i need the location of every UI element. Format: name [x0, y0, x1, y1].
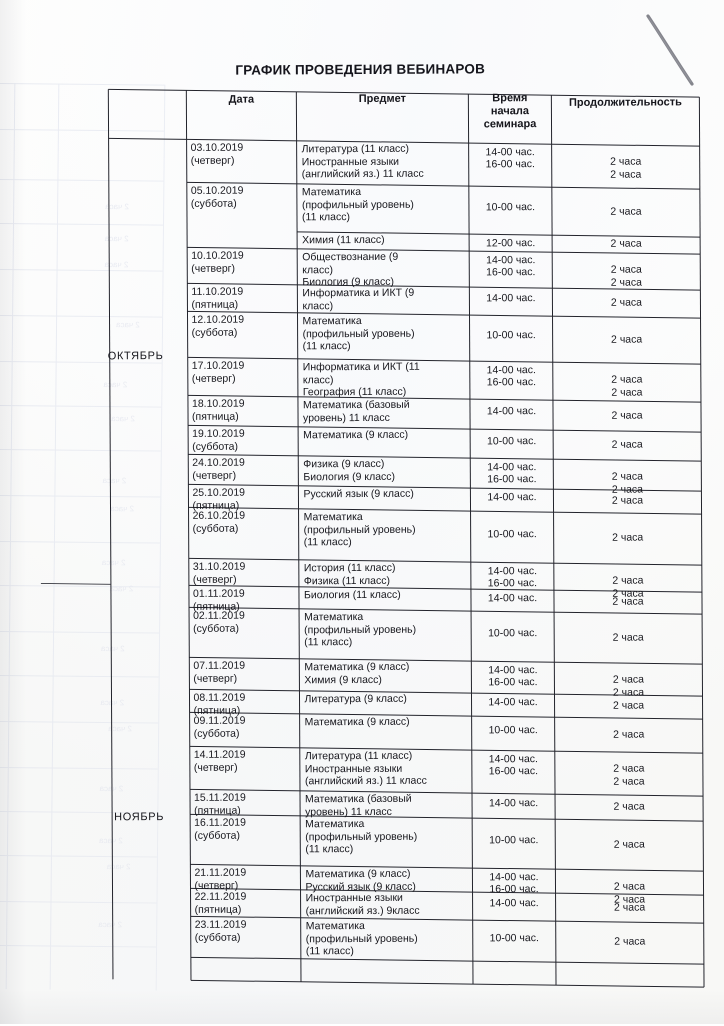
table-row-date: 14.11.2019 (четверг): [193, 749, 246, 774]
table-row-subject: Математика (профильный уровень) (11 клас…: [301, 186, 414, 224]
table-row-time: 14-00 час. 16-00 час.: [487, 564, 538, 590]
table-row-time: 14-00 час. 16-00 час.: [488, 663, 538, 689]
table-row-date: 07.11.2019 (четверг): [193, 660, 246, 685]
table-row-date: 26.10.2019 (суббота): [192, 510, 246, 535]
table-row-duration: 2 часа: [610, 296, 643, 309]
table-row-duration: 2 часа: [612, 595, 644, 608]
table-row-subject: Информатика и ИКТ (11 класс) География (…: [302, 361, 420, 399]
table-row-duration: 2 часа 2 часа: [610, 155, 642, 181]
table-row-date: 16.11.2019 (суббота): [194, 817, 246, 842]
table-row-subject: Математика (9 класс): [304, 716, 410, 729]
table-row-subject: Химия (11 класс): [302, 234, 385, 247]
table-row-time: 14-00 час. 16-00 час.: [486, 363, 537, 389]
table-row-date: 09.11.2019 (суббота): [193, 715, 246, 740]
table-row-time: 14-00 час.: [486, 292, 536, 305]
table-row-duration: 2 часа 2 часа: [611, 470, 644, 496]
table-row-time: 10-00 час.: [487, 527, 537, 541]
table-row-subject: Информатика и ИКТ (9 класс): [302, 287, 415, 313]
table-row-time: 14-00 час. 16-00 час.: [488, 752, 539, 778]
table-row-subject: Литература (11 класс) Иностранные языки …: [304, 750, 427, 788]
table-row-time: 10-00 час.: [485, 201, 536, 214]
table-row-date: 25.10.2019 (пятница): [192, 487, 246, 512]
table-row-duration: 2 часа: [610, 237, 642, 250]
table-row-time: 14-00 час.: [489, 897, 539, 910]
table-row-duration: 2 часа: [614, 935, 646, 948]
table-row-time: 14-00 час.: [487, 490, 537, 504]
table-row-time: 10-00 час.: [486, 329, 536, 342]
table-row-date: 11.10.2019 (пятница): [191, 286, 244, 311]
table-row-subject: Математика (базовый уровень) 11 класс: [305, 793, 412, 819]
table-row-duration: 2 часа: [611, 333, 643, 346]
table-row-duration: 2 часа: [613, 838, 645, 851]
table-row-date: 24.10.2019 (четверг): [192, 457, 245, 482]
table-row-duration: 2 часа 2 часа: [611, 373, 643, 399]
table-row-subject: История (11 класс) Физика (11 класс): [303, 562, 396, 588]
table-row-duration: 2 часа: [612, 531, 644, 544]
table-row-time: 14-00 час. 16-00 час.: [487, 460, 537, 486]
table-row-time: 10-00 час.: [489, 834, 539, 847]
table-row-date: 12.10.2019 (суббота): [191, 314, 245, 339]
table-row-date: 18.10.2019 (пятница): [191, 398, 245, 423]
table-row-time: 14-00 час. 16-00 час.: [485, 145, 535, 171]
table-row-date: 08.11.2019 (пятница): [193, 692, 246, 717]
table-row-time: 14-00 час.: [488, 796, 539, 809]
table-row-time: 14-00 час. 16-00 час.: [489, 870, 539, 896]
table-row-subject: Математика (9 класс): [303, 429, 409, 442]
table-row-subject: Обществознание (9 класс) Биология (9 кла…: [302, 251, 399, 289]
table-row-duration: 2 часа: [613, 800, 645, 813]
table-row-duration: 2 часа: [612, 631, 644, 644]
table-row-subject: Иностранные языки (английский яз.) 9клас…: [305, 892, 420, 918]
table-row-time: 10-00 час.: [488, 627, 538, 640]
table-row-subject: Биология (11 класс): [303, 589, 401, 602]
table-row-duration: 2 часа 2 часа: [610, 263, 642, 289]
table-row-duration: 2 часа: [613, 728, 645, 741]
table-row-duration: 2 часа 2 часа: [613, 762, 645, 788]
table-row-time: 14-00 час. 16-00 час.: [486, 253, 536, 279]
table-row-subject: Физика (9 класс) Биология (9 класс): [303, 458, 396, 484]
table-row-duration: 2 часа: [610, 205, 642, 218]
table-row-date: 22.11.2019 (пятница): [194, 891, 247, 916]
table-row-date: 05.10.2019 (суббота): [190, 185, 244, 210]
table-row-subject: Литература (11 класс) Иностранные языки …: [301, 143, 424, 181]
table-row-date: 03.10.2019 (четверг): [190, 142, 244, 167]
column-header-time: Время начала семинара: [483, 92, 537, 131]
table-row-duration: 2 часа: [611, 409, 643, 422]
table-row-subject: Литература (9 класс): [304, 693, 407, 706]
table-row-subject: Математика (профильный уровень) (11 клас…: [305, 920, 418, 958]
column-header-date: Дата: [228, 93, 255, 106]
column-header-duration: Продолжительность: [568, 96, 682, 109]
table-row-duration: 2 часа: [611, 494, 644, 507]
table-row-time: 10-00 час.: [488, 724, 538, 737]
table-row-subject: Математика (профильный уровень) (11 клас…: [304, 611, 417, 649]
table-row-subject: Математика (базовый уровень) 11 класс: [302, 399, 410, 425]
table-row-subject: Математика (9 класс) Русский язык (9 кла…: [305, 868, 416, 894]
table-row-time: 14-00 час.: [487, 591, 538, 604]
table-row-date: 15.11.2019 (пятница): [194, 792, 246, 817]
table-row-subject: Математика (профильный уровень) (11 клас…: [305, 818, 418, 856]
table-row-time: 12-00 час.: [485, 236, 536, 250]
table-row-date: 10.10.2019 (четверг): [191, 250, 244, 275]
table-row-date: 17.10.2019 (четверг): [191, 360, 245, 385]
table-row-subject: Русский язык (9 класс): [303, 488, 414, 501]
table-row-duration: 2 часа: [613, 901, 646, 914]
table-row-date: 19.10.2019 (суббота): [192, 428, 245, 453]
table-row-duration: 2 часа 2 часа: [612, 673, 645, 699]
table-row-date: 31.10.2019 (четверг): [192, 561, 246, 586]
table-row-date: 02.11.2019 (суббота): [193, 610, 245, 635]
table-row-subject: Математика (профильный уровень) (11 клас…: [303, 511, 416, 549]
table-row-duration: 2 часа: [611, 438, 643, 451]
table-row-time: 14-00 час.: [486, 405, 537, 418]
table-row-duration: 2 часа: [612, 699, 645, 712]
table-row-time: 10-00 час.: [489, 931, 539, 944]
table-row-time: 10-00 час.: [487, 434, 537, 448]
table-row-date: 21.11.2019 (четверг): [194, 867, 247, 892]
table-row-time: 14-00 час.: [488, 695, 538, 708]
table-row-subject: Математика (9 класс) Химия (9 класс): [304, 661, 410, 687]
table-row-subject: Математика (профильный уровень) (11 клас…: [302, 315, 415, 353]
column-header-subject: Предмет: [358, 92, 407, 106]
table-row-date: 23.11.2019 (суббота): [194, 919, 247, 944]
